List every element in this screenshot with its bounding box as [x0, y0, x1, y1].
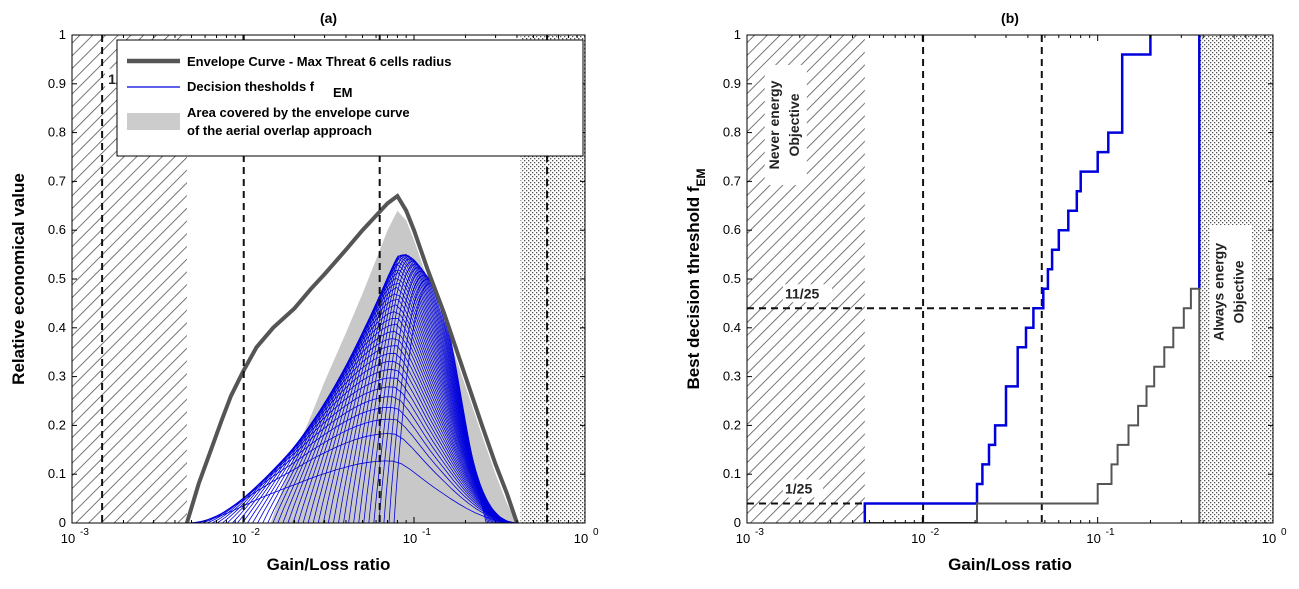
decision-threshold-curve — [287, 282, 510, 523]
y-tick-label: 0.8 — [48, 125, 66, 140]
x-tick-label: 10 — [1262, 531, 1276, 546]
y-tick-label: 1 — [734, 27, 741, 42]
x-tick-label: 10 — [574, 531, 588, 546]
decision-threshold-curve — [242, 338, 515, 523]
x-tick-exponent: -3 — [755, 527, 764, 538]
region-label-right-line2: Objective — [1230, 260, 1246, 323]
legend-label-envelope: Envelope Curve - Max Threat 6 cells radi… — [187, 54, 451, 69]
y-tick-label: 0.4 — [723, 320, 741, 335]
y-tick-label: 0.2 — [723, 417, 741, 432]
y-tick-label: 0 — [59, 515, 66, 530]
hline-label-bg — [783, 479, 823, 498]
y-tick-label: 0.1 — [48, 466, 66, 481]
y-tick-label: 0.9 — [723, 76, 741, 91]
region-label-bg-left — [764, 65, 807, 185]
y-axis-label: Relative economical value — [9, 173, 28, 385]
y-tick-label: 0.9 — [48, 76, 66, 91]
legend-swatch-area — [127, 113, 180, 130]
decision-threshold-curve — [282, 286, 511, 523]
y-tick-label: 0.6 — [723, 222, 741, 237]
x-tick-exponent: 0 — [593, 527, 599, 538]
legend-box — [116, 39, 584, 157]
decision-threshold-curve — [212, 386, 517, 523]
y-tick-label: 0.7 — [48, 173, 66, 188]
y-tick-label: 0.5 — [723, 271, 741, 286]
y-tick-label: 0.7 — [723, 173, 741, 188]
threshold-step-blue — [863, 35, 1152, 523]
x-axis-label: Gain/Loss ratio — [948, 555, 1072, 574]
threshold-step-gray — [864, 287, 1201, 523]
decision-threshold-curve — [272, 298, 512, 523]
y-tick-label: 0.2 — [48, 417, 66, 432]
y-tick-label: 0.3 — [723, 369, 741, 384]
y-tick-label: 0.5 — [48, 271, 66, 286]
x-tick-label: 10 — [61, 531, 75, 546]
x-tick-exponent: -1 — [422, 527, 431, 538]
y-axis-label: Best decision threshold fEM — [684, 168, 708, 389]
hline-label: 11/25 — [785, 285, 819, 301]
hline-label-bg — [783, 284, 832, 303]
y-tick-label: 0.8 — [723, 125, 741, 140]
curves-a — [101, 35, 549, 523]
region-label-left-line2: Objective — [786, 93, 802, 156]
legend-label-threshold-sub: EM — [333, 85, 353, 100]
x-tick-label: 10 — [736, 531, 750, 546]
decision-threshold-curve — [216, 377, 517, 523]
decision-threshold-curve — [267, 304, 513, 523]
legend: Envelope Curve - Max Threat 6 cells radi… — [116, 39, 584, 157]
x-tick-label: 10 — [403, 531, 417, 546]
decision-threshold-curve — [237, 345, 516, 523]
x-tick-exponent: -3 — [80, 527, 89, 538]
region-label-right-line1: Always energy — [1210, 243, 1226, 341]
envelope-curve — [184, 193, 519, 523]
x-tick-label: 10 — [232, 531, 246, 546]
decision-threshold-curve — [222, 368, 517, 523]
x-tick-exponent: 0 — [1281, 527, 1287, 538]
y-tick-label: 0 — [734, 515, 741, 530]
decision-threshold-curve — [252, 323, 515, 523]
shaded-regions-b — [747, 35, 1273, 523]
x-tick-exponent: -2 — [251, 527, 260, 538]
decision-threshold-curve — [232, 352, 516, 523]
decision-threshold-curve — [297, 272, 509, 523]
decision-threshold-curve — [292, 277, 510, 523]
decision-threshold-curve — [307, 263, 507, 523]
x-tick-label: 10 — [1086, 531, 1100, 546]
y-axis-label-subscript: EM — [694, 168, 708, 186]
x-tick-label: 10 — [911, 531, 925, 546]
y-tick-label: 0.1 — [723, 466, 741, 481]
gray-area — [270, 210, 517, 523]
panel-title: (b) — [1001, 10, 1019, 26]
decision-threshold-curve — [257, 317, 514, 523]
legend-label-area-line2: of the aerial overlap approach — [187, 123, 372, 138]
curves-b — [747, 35, 1201, 523]
y-tick-label: 1 — [59, 27, 66, 42]
x-axis-label: Gain/Loss ratio — [267, 555, 391, 574]
hline-label: 1/25 — [785, 480, 812, 496]
x-tick-exponent: -2 — [930, 527, 939, 538]
x-tick-exponent: -1 — [1106, 527, 1115, 538]
region-label-left-line1: Never energy — [766, 80, 782, 169]
y-tick-label: 0.3 — [48, 369, 66, 384]
region-label-bg-right — [1209, 225, 1252, 360]
y-tick-label: 0.4 — [48, 320, 66, 335]
y-tick-label: 0.6 — [48, 222, 66, 237]
panel-title: (a) — [320, 10, 337, 26]
legend-label-area: Area covered by the envelope curve — [187, 105, 410, 120]
legend-label-threshold: Decision thesholds f — [187, 79, 315, 94]
decision-threshold-curve — [186, 460, 518, 523]
